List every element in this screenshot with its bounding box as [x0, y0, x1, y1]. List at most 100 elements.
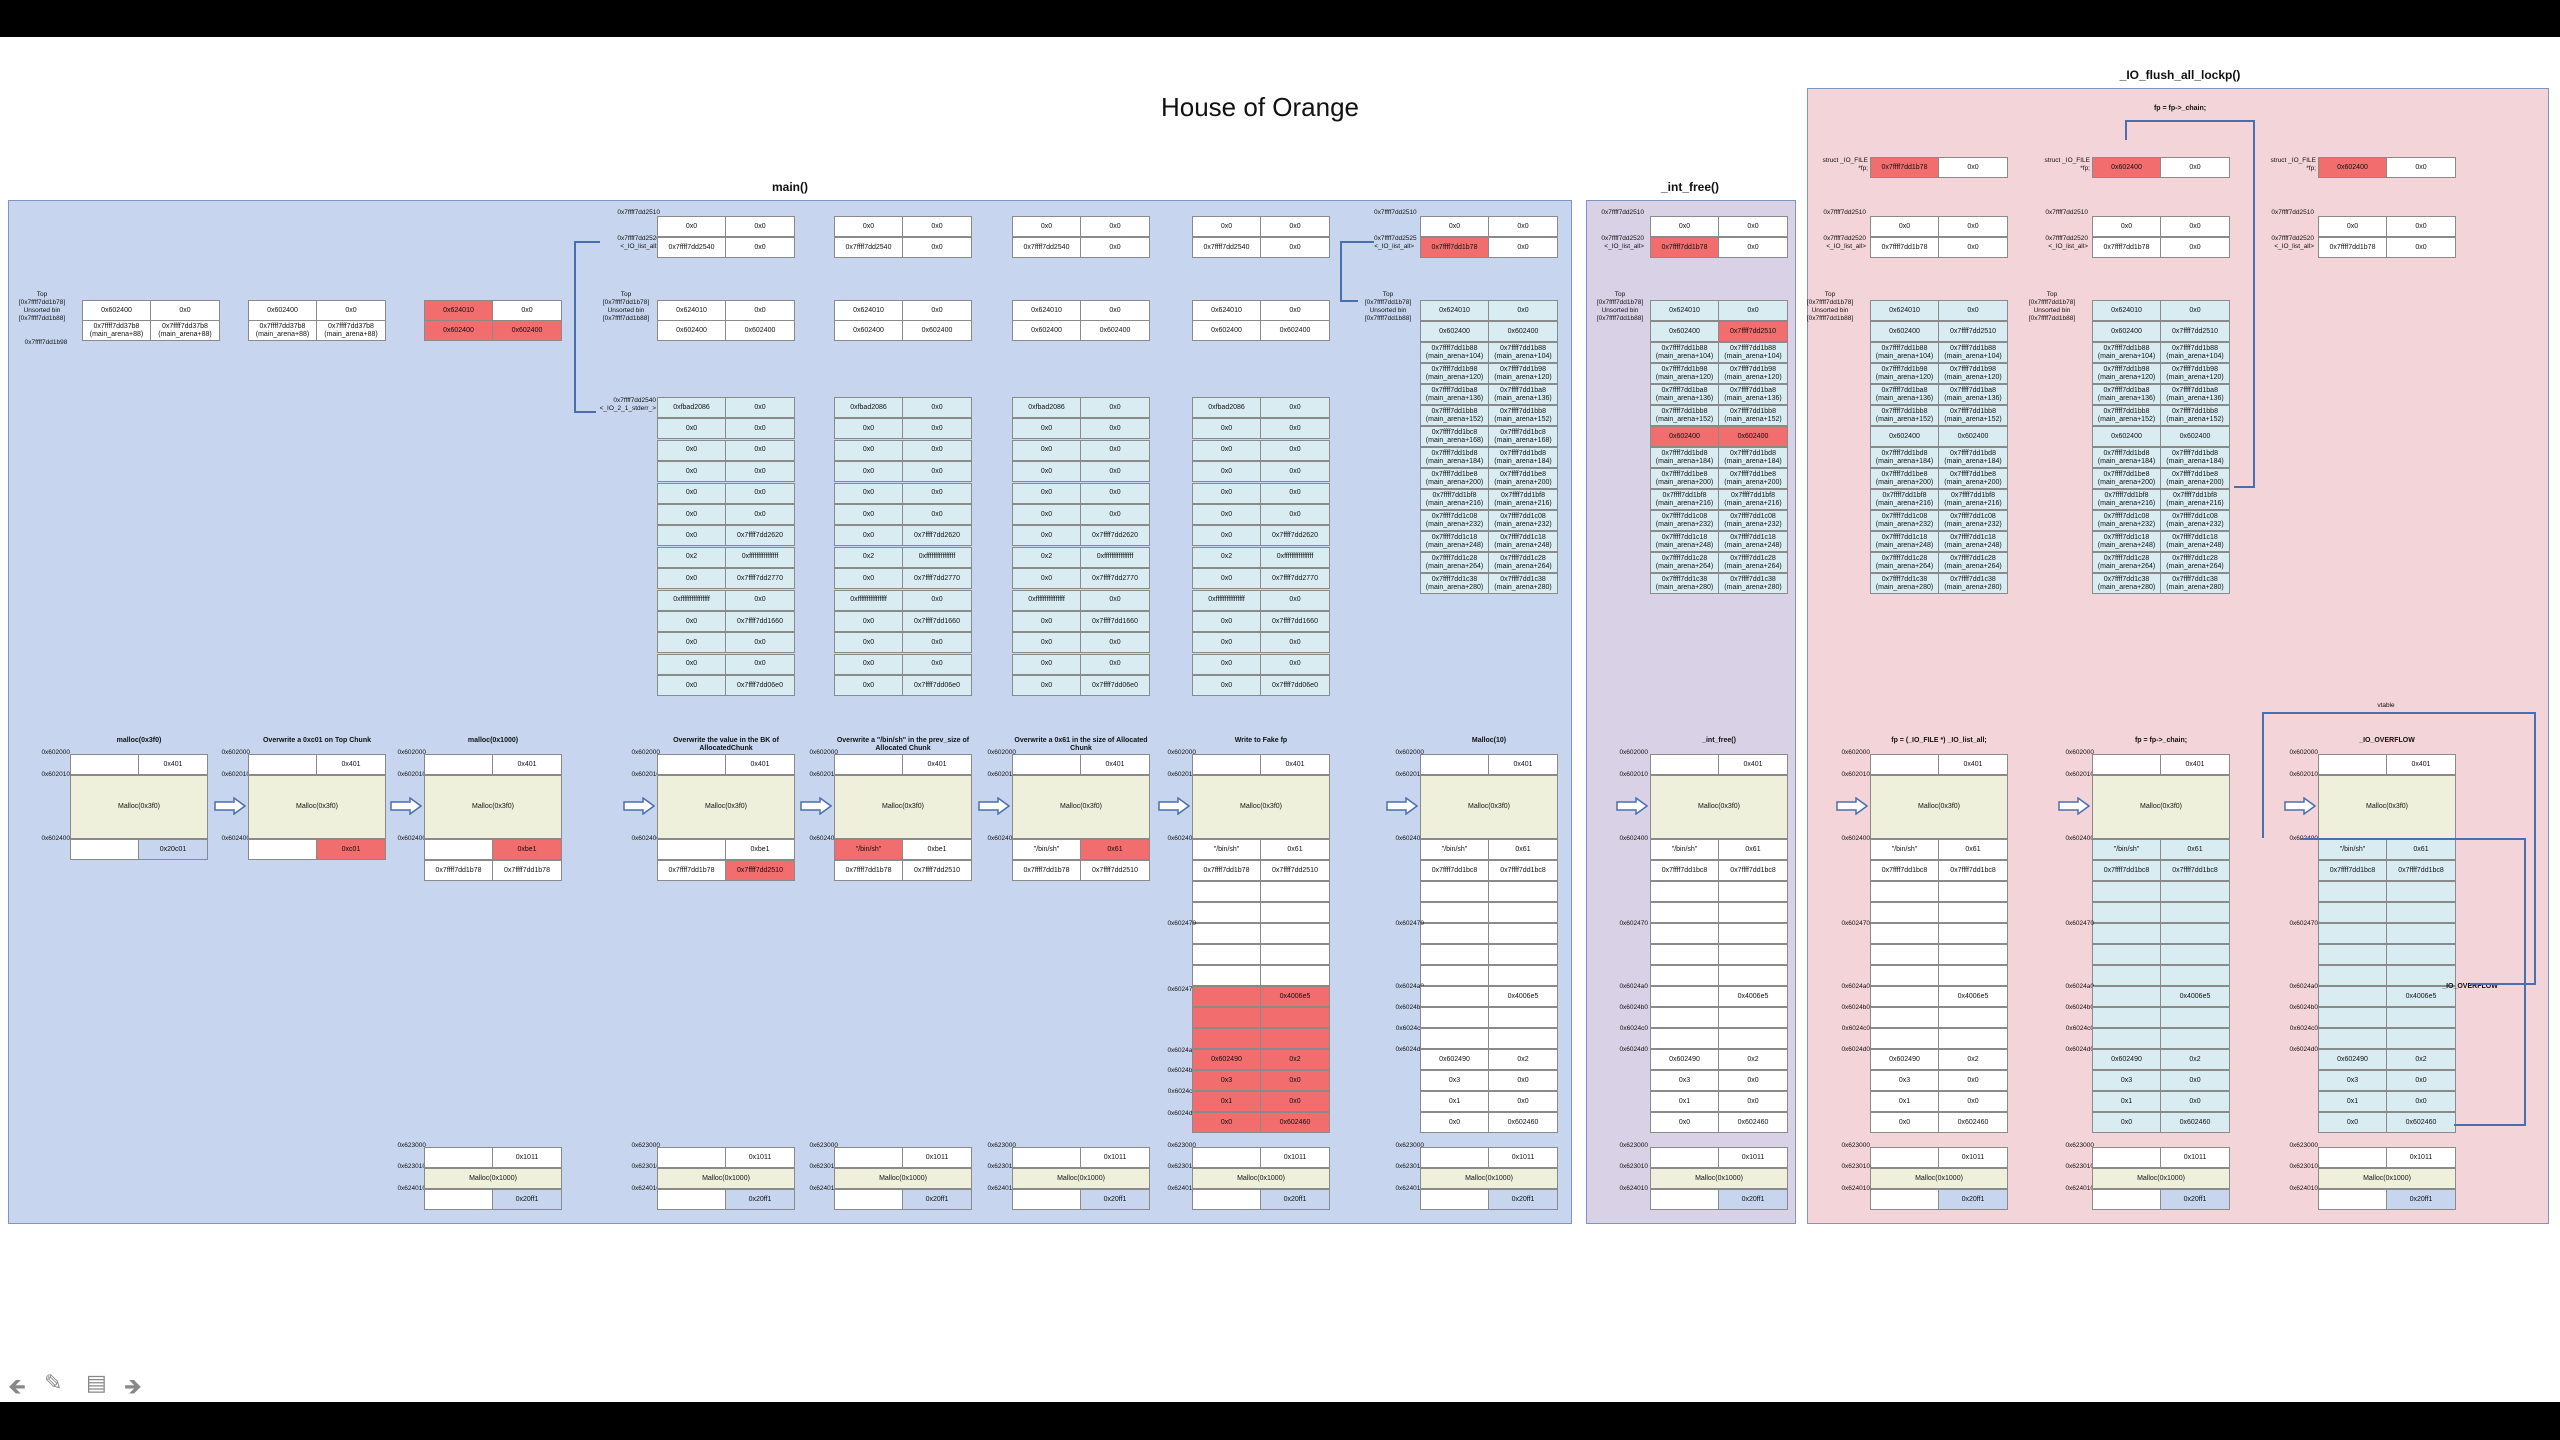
- addr-label: 0x624010: [1619, 1185, 1648, 1192]
- addr-label: 0x6024c0: [2289, 1025, 2318, 1032]
- memory-cell: 0x602460: [2386, 1112, 2456, 1133]
- memory-cell: 0x7ffff7dd1ba8 (main_arena+136): [1938, 384, 2008, 405]
- unsorted-addr-label: [0x7ffff7dd1b88]: [1806, 315, 1854, 322]
- memory-cell: 0x0: [316, 300, 386, 321]
- addr-label: 0x602010: [41, 771, 70, 778]
- addr-label: 0x6024d0: [1619, 1046, 1648, 1053]
- memory-cell: "/bin/sh": [1420, 839, 1489, 860]
- menu-icon[interactable]: ▤: [86, 1370, 107, 1395]
- memory-cell: [2092, 986, 2161, 1007]
- memory-cell: 0x7ffff7dd1b78: [1420, 237, 1489, 258]
- memory-cell: 0x7ffff7dd1b98 (main_arena+120): [1420, 363, 1489, 384]
- memory-cell: 0x0: [1192, 568, 1261, 590]
- memory-cell: 0x1011: [1938, 1147, 2008, 1168]
- step-arrow-icon: [214, 797, 246, 815]
- memory-cell: [1938, 881, 2008, 902]
- memory-cell: 0x0: [1420, 216, 1489, 237]
- memory-cell: 0x0: [1260, 482, 1330, 504]
- allocated-chunk: Malloc(0x1000): [1420, 1168, 1558, 1189]
- addr-label: 0x602400: [987, 835, 1016, 842]
- memory-cell: [1870, 986, 1939, 1007]
- memory-cell: [1192, 1189, 1261, 1210]
- memory-cell: "/bin/sh": [2092, 839, 2161, 860]
- memory-cell: [2160, 965, 2230, 986]
- memory-cell: 0x602400: [1488, 321, 1558, 342]
- top-label: Top: [620, 291, 632, 298]
- addr-label: 0x624010: [1395, 1185, 1424, 1192]
- list-all-label: <_IO_list_all>: [1374, 243, 1414, 250]
- memory-cell: 0x602400: [2092, 157, 2161, 178]
- addr-label: 0x602470: [1395, 920, 1424, 927]
- memory-cell: 0x0: [1938, 1070, 2008, 1091]
- memory-cell: 0x0: [1080, 237, 1150, 258]
- memory-cell: 0x20c01: [138, 839, 208, 860]
- memory-cell: 0x401: [1718, 754, 1788, 775]
- connector-line: [574, 241, 600, 243]
- unsorted-label: Unsorted bin: [607, 307, 645, 314]
- memory-cell: 0x0: [1938, 216, 2008, 237]
- addr-label: 0x623000: [1619, 1142, 1648, 1149]
- memory-cell: 0x0: [902, 482, 972, 504]
- memory-cell: 0x7ffff7dd1c08 (main_arena+232): [2160, 510, 2230, 531]
- addr-label: 0x602000: [1395, 749, 1424, 756]
- memory-cell: 0x602400: [1260, 320, 1330, 341]
- memory-cell: 0x602460: [1488, 1112, 1558, 1133]
- fp-label: *fp;: [2306, 165, 2316, 172]
- addr-label: 0x602010: [221, 771, 250, 778]
- memory-cell: 0x7ffff7dd1bc8 (main_arena+168): [1420, 426, 1489, 447]
- memory-cell: 0x7ffff7dd2510: [1260, 860, 1330, 881]
- memory-cell: [70, 754, 139, 775]
- memory-cell: 0x0: [902, 397, 972, 418]
- memory-cell: 0x61: [1938, 839, 2008, 860]
- prev-arrow-icon[interactable]: 🡸: [8, 1374, 26, 1399]
- addr-label: 0x6024b0: [1167, 1067, 1196, 1074]
- memory-cell: 0x401: [2386, 754, 2456, 775]
- memory-cell: 0x0: [2386, 237, 2456, 258]
- memory-cell: [1192, 965, 1261, 986]
- connector-line: [574, 241, 576, 413]
- memory-cell: 0x7ffff7dd1c08 (main_arena+232): [1420, 510, 1489, 531]
- next-arrow-icon[interactable]: 🡺: [124, 1374, 142, 1399]
- addr-label: 0x623000: [1167, 1142, 1196, 1149]
- memory-cell: 0x7ffff7dd1b88 (main_arena+104): [1718, 342, 1788, 363]
- memory-cell: 0x7ffff7dd1660: [1080, 611, 1150, 632]
- allocated-chunk: Malloc(0x3f0): [1870, 775, 2008, 839]
- top-addr-label: [0x7ffff7dd1b78]: [1596, 299, 1644, 306]
- memory-cell: 0x624010: [1012, 300, 1081, 321]
- memory-cell: 0x602400: [2092, 426, 2161, 447]
- memory-cell: [1718, 881, 1788, 902]
- memory-cell: 0x602400: [1420, 321, 1489, 342]
- memory-cell: 0xfbad2086: [1012, 397, 1081, 418]
- memory-cell: 0xffffffffffffffff: [1012, 589, 1081, 611]
- memory-cell: 0x2: [1192, 546, 1261, 568]
- addr-label: 0x602400: [1841, 835, 1870, 842]
- memory-cell: 0x7ffff7dd1c28 (main_arena+264): [1650, 552, 1719, 573]
- memory-cell: 0x7ffff7dd1c38 (main_arena+280): [1938, 573, 2008, 594]
- memory-cell: [2386, 881, 2456, 902]
- addr-label: 0x623010: [987, 1163, 1016, 1170]
- allocated-chunk: Malloc(0x3f0): [1012, 775, 1150, 839]
- memory-cell: [1192, 1147, 1261, 1168]
- memory-cell: [424, 1189, 493, 1210]
- memory-cell: [1938, 923, 2008, 944]
- memory-cell: 0x0: [1012, 482, 1081, 504]
- memory-cell: [2318, 881, 2387, 902]
- memory-cell: 0x0: [657, 525, 726, 547]
- memory-cell: 0x0: [1488, 216, 1558, 237]
- addr-label: 0x602400: [1619, 835, 1648, 842]
- addr-label: 0x7ffff7dd2510: [1823, 209, 1866, 216]
- memory-cell: 0x0: [1192, 1112, 1261, 1133]
- memory-cell: 0x602400: [1870, 426, 1939, 447]
- pen-icon[interactable]: ✎: [44, 1370, 63, 1395]
- memory-cell: 0x7ffff7dd2540: [834, 237, 903, 258]
- memory-cell: 0x602400: [834, 320, 903, 341]
- memory-cell: 0x0: [657, 653, 726, 675]
- allocated-chunk: Malloc(0x3f0): [657, 775, 795, 839]
- addr-label: 0x623000: [2289, 1142, 2318, 1149]
- memory-cell: 0x3: [1870, 1070, 1939, 1091]
- memory-cell: 0x7ffff7dd1b98 (main_arena+120): [2160, 363, 2230, 384]
- memory-cell: 0x2: [1718, 1049, 1788, 1070]
- memory-cell: 0x0: [902, 216, 972, 237]
- addr-label: 0x6024b0: [2065, 1004, 2094, 1011]
- unsorted-label: Unsorted bin: [1369, 307, 1407, 314]
